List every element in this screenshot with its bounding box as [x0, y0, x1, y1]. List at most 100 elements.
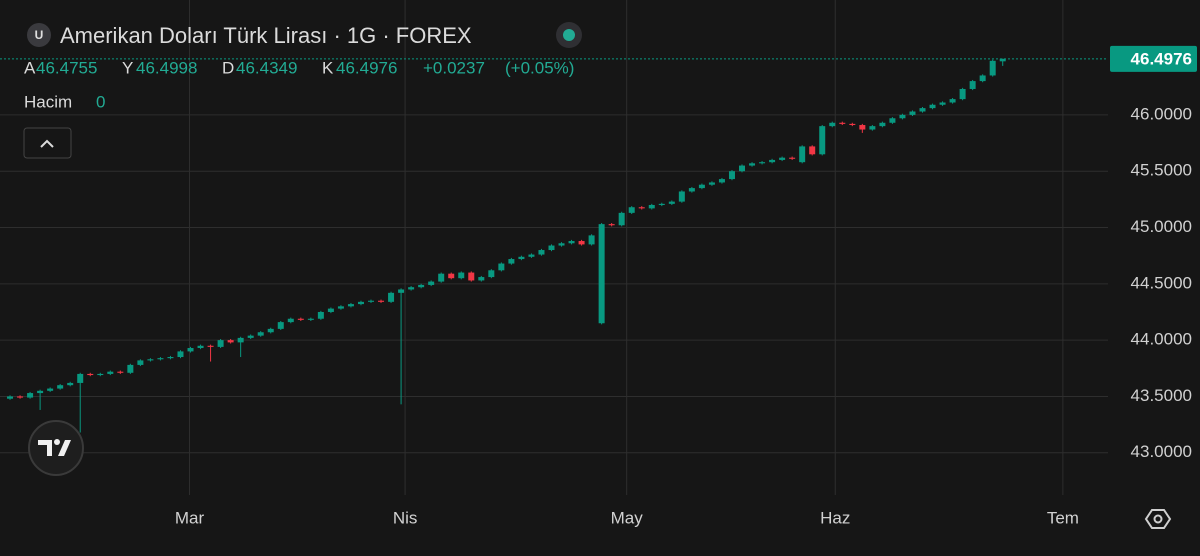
candle-body	[839, 122, 846, 124]
candle-body	[277, 322, 284, 329]
price-label: 46.4976	[1131, 49, 1192, 68]
candle-body	[458, 272, 465, 279]
candle-body	[237, 337, 244, 343]
change-percent: (+0.05%)	[505, 58, 574, 77]
candle-body	[698, 184, 705, 189]
candle-body	[538, 250, 545, 255]
x-tick-label: Haz	[820, 508, 850, 527]
candle-body	[769, 159, 776, 163]
ohlc-value: 46.4998	[136, 58, 197, 77]
candle-body	[378, 300, 385, 302]
logo	[38, 440, 71, 456]
candle-body	[789, 157, 796, 159]
y-tick-label: 45.5000	[1131, 161, 1192, 180]
candle-body	[448, 273, 455, 279]
volume-value: 0	[96, 92, 105, 111]
candle-body	[67, 382, 74, 386]
collapse-button[interactable]	[23, 127, 72, 159]
x-tick-label: Mar	[175, 508, 205, 527]
y-tick-label: 43.5000	[1131, 386, 1192, 405]
candle-body	[287, 318, 294, 323]
candle-body	[558, 243, 565, 246]
candle-body	[939, 102, 946, 105]
candle-body	[327, 308, 334, 312]
candle-body	[849, 123, 856, 126]
symbol-badge-bg	[27, 23, 51, 47]
x-tick-label: May	[611, 508, 644, 527]
candle-body	[859, 125, 866, 130]
candle-body	[739, 165, 746, 172]
candle-body	[819, 126, 826, 155]
candle-body	[197, 345, 204, 349]
candle-body	[568, 241, 575, 244]
candle-body	[307, 318, 314, 320]
candle-body	[979, 75, 986, 82]
candle-body	[388, 292, 395, 302]
candle-body	[779, 157, 786, 160]
candle-body	[488, 270, 495, 278]
candle-body	[879, 122, 886, 127]
price-label-bg	[1110, 45, 1197, 72]
candle-body	[919, 108, 926, 112]
candle-body	[989, 60, 996, 76]
candle-body	[478, 277, 485, 281]
ohlc-value: 46.4976	[336, 58, 397, 77]
candle-body	[578, 241, 585, 245]
candle-body	[829, 122, 836, 127]
candle-body	[117, 371, 124, 373]
candle-body	[548, 245, 555, 251]
settings-icon-center	[1153, 514, 1163, 524]
ohlc-value: 46.4349	[236, 58, 297, 77]
candle-body	[658, 203, 665, 205]
x-tick-label: Tem	[1047, 508, 1079, 527]
candle-body	[668, 201, 675, 204]
candle-body	[969, 81, 976, 89]
candle-body	[638, 207, 645, 209]
candle-body	[267, 328, 274, 333]
candle-body	[728, 171, 735, 180]
candle-body	[337, 306, 344, 309]
candle-body	[127, 364, 134, 373]
candle-body	[207, 345, 214, 347]
candle-body	[428, 281, 435, 285]
candle-body	[718, 179, 725, 183]
candle-body	[909, 111, 916, 115]
candle-body	[508, 259, 515, 264]
candle-body	[317, 311, 324, 319]
grid	[0, 0, 1108, 495]
candle-body	[929, 104, 936, 109]
candle-body	[708, 182, 715, 185]
candle-body	[799, 146, 806, 163]
symbol-badge: U	[35, 28, 44, 42]
candle-body	[869, 126, 876, 130]
candle-body	[227, 340, 234, 343]
candle-body	[899, 114, 906, 119]
candle-body	[809, 146, 816, 155]
candle-body	[598, 224, 605, 324]
candle-body	[167, 357, 174, 359]
settings-icon[interactable]	[1144, 509, 1172, 529]
candle-body	[157, 358, 164, 360]
candle-body	[468, 272, 475, 281]
ohlc-label: D	[222, 58, 234, 77]
candle-body	[408, 287, 415, 290]
candle-body	[217, 340, 224, 347]
candle-body	[749, 163, 756, 166]
candle-body	[959, 88, 966, 100]
candle-body	[438, 273, 445, 282]
candle-body	[628, 207, 635, 213]
y-tick-label: 44.5000	[1131, 273, 1192, 292]
candle-body	[7, 396, 14, 399]
candle-body	[17, 396, 24, 398]
logo-dot	[54, 439, 60, 445]
candle-body	[107, 371, 114, 374]
candle-body	[57, 385, 64, 389]
candle-body	[759, 162, 766, 164]
candle-body	[688, 188, 695, 192]
candle-body	[949, 99, 956, 103]
chart-title[interactable]: Amerikan Doları Türk Lirası · 1G · FOREX	[60, 23, 472, 48]
ohlc-value: 46.4755	[36, 58, 97, 77]
candle-body	[357, 301, 364, 305]
candle-body	[177, 351, 184, 358]
